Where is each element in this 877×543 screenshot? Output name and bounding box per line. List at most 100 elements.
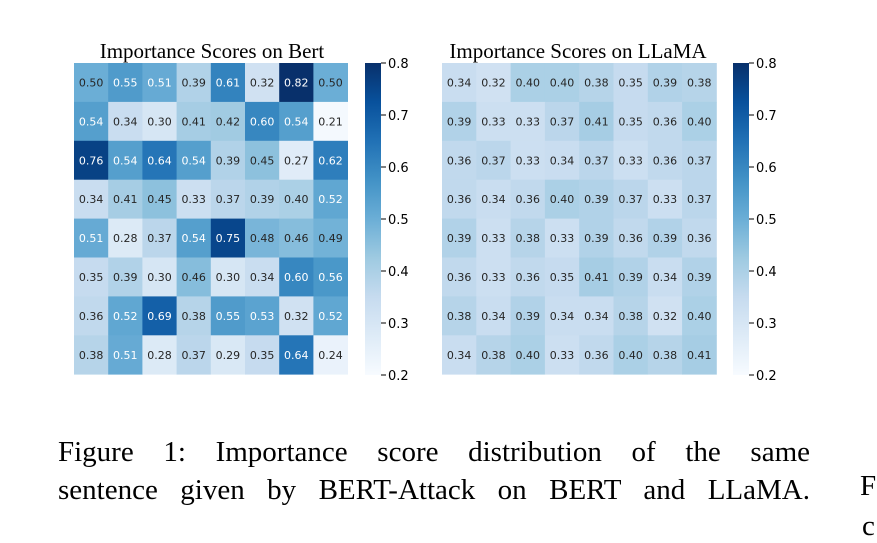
cell-label: 0.30 <box>216 271 241 284</box>
heatmap-cell <box>579 101 614 142</box>
heatmap-cell <box>613 296 649 336</box>
cell-label: 0.21 <box>318 115 343 128</box>
cell-label: 0.36 <box>79 310 104 323</box>
cell-label: 0.36 <box>584 349 609 362</box>
heatmap-cell <box>544 296 580 336</box>
cell-label: 0.76 <box>79 154 104 167</box>
heatmap-cell <box>510 63 546 103</box>
heatmap-cell <box>682 257 717 297</box>
heatmap-cell <box>682 179 717 219</box>
heatmap-cell <box>74 101 109 142</box>
cell-label: 0.37 <box>687 154 712 167</box>
heatmap-cell <box>682 63 717 103</box>
heatmap-cell <box>442 101 477 142</box>
heatmap-cell <box>74 63 109 103</box>
heatmap-cell <box>245 257 280 297</box>
cell-label: 0.39 <box>250 193 275 206</box>
cell-label: 0.35 <box>550 271 575 284</box>
heatmap-cell <box>279 335 314 375</box>
heatmap-cell <box>74 257 109 297</box>
heatmap-cell <box>313 218 348 258</box>
heatmap-cell <box>544 179 580 219</box>
heatmap-cell <box>682 296 717 336</box>
cell-label: 0.39 <box>584 193 609 206</box>
cell-label: 0.38 <box>653 349 678 362</box>
heatmap-cell <box>245 101 280 142</box>
colorbar-tick-label: 0.8 <box>388 57 409 72</box>
cell-label: 0.39 <box>687 271 712 284</box>
heatmap-cell <box>176 296 212 336</box>
heatmap-cell <box>510 296 546 336</box>
heatmap-cell <box>74 179 109 219</box>
cell-label: 0.34 <box>584 310 609 323</box>
heatmap-cell <box>176 218 212 258</box>
heatmap-cell <box>476 218 511 258</box>
cell-label: 0.40 <box>618 349 643 362</box>
heatmap-cell <box>108 218 143 258</box>
cell-label: 0.41 <box>181 115 206 128</box>
heatmap-cell <box>279 296 314 336</box>
heatmap-cell <box>442 63 477 103</box>
cell-label: 0.36 <box>618 232 643 245</box>
cell-label: 0.37 <box>147 232 172 245</box>
colorbar-tick-label: 0.5 <box>756 213 777 228</box>
cell-label: 0.38 <box>618 310 643 323</box>
heatmap-title: Importance Scores on Bert <box>100 39 325 63</box>
heatmap-cell <box>313 257 348 297</box>
cell-label: 0.54 <box>181 154 206 167</box>
cell-label: 0.54 <box>284 115 309 128</box>
cell-label: 0.32 <box>653 310 678 323</box>
cell-label: 0.40 <box>516 76 541 89</box>
heatmap-cell <box>176 335 212 375</box>
cell-label: 0.38 <box>481 349 506 362</box>
cell-label: 0.33 <box>481 115 506 128</box>
cell-label: 0.39 <box>516 310 541 323</box>
cell-label: 0.34 <box>113 115 138 128</box>
heatmap-cell <box>108 335 143 375</box>
heatmap-cell <box>245 335 280 375</box>
heatmap-cell <box>108 140 143 181</box>
heatmap-cell <box>613 335 649 375</box>
heatmap-cell <box>142 63 177 103</box>
heatmap-cell <box>279 179 314 219</box>
cell-label: 0.36 <box>653 115 678 128</box>
cell-label: 0.52 <box>318 310 343 323</box>
colorbar-tick-label: 0.3 <box>756 317 777 332</box>
heatmap-cell <box>510 179 546 219</box>
heatmap-cell <box>579 140 614 181</box>
cell-label: 0.37 <box>584 154 609 167</box>
cell-label: 0.64 <box>147 154 172 167</box>
heatmap-cell <box>142 218 177 258</box>
heatmap-cell <box>245 218 280 258</box>
heatmap-cell <box>613 63 649 103</box>
heatmap-cell <box>510 140 546 181</box>
heatmap-cell <box>682 140 717 181</box>
cell-label: 0.36 <box>687 232 712 245</box>
cell-label: 0.33 <box>618 154 643 167</box>
cell-label: 0.64 <box>284 349 309 362</box>
heatmap-cell <box>544 218 580 258</box>
heatmap-cell <box>279 257 314 297</box>
cell-label: 0.34 <box>79 193 104 206</box>
cell-label: 0.33 <box>653 193 678 206</box>
cell-label: 0.30 <box>147 115 172 128</box>
heatmap-cell <box>579 179 614 219</box>
cell-label: 0.35 <box>618 115 643 128</box>
cell-label: 0.35 <box>79 271 104 284</box>
cell-label: 0.56 <box>318 271 343 284</box>
cell-label: 0.36 <box>447 154 472 167</box>
cell-label: 0.33 <box>181 193 206 206</box>
cell-label: 0.39 <box>113 271 138 284</box>
heatmap-cell <box>245 140 280 181</box>
heatmap-cell <box>245 63 280 103</box>
cell-label: 0.38 <box>181 310 206 323</box>
heatmap-panel-1: Importance Scores on Bert 0.50 0.55 0.51 0.3… <box>74 39 409 384</box>
cell-label: 0.35 <box>250 349 275 362</box>
heatmap-cell <box>579 63 614 103</box>
heatmap-cell <box>544 140 580 181</box>
cell-label: 0.33 <box>516 154 541 167</box>
colorbar <box>733 63 749 375</box>
cell-label: 0.38 <box>447 310 472 323</box>
cell-label: 0.48 <box>250 232 275 245</box>
cell-label: 0.33 <box>516 115 541 128</box>
